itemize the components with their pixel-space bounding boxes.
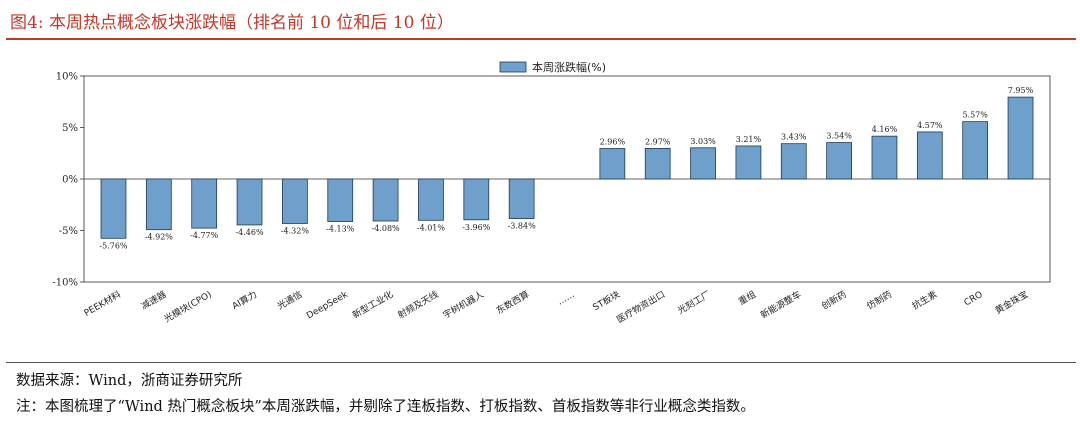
legend-swatch [499,61,527,73]
bar [871,135,898,180]
bar [916,131,943,180]
data-label: 3.54% [826,132,852,141]
bars [100,96,1034,239]
data-labels: -5.76% -4.92% -4.77% -4.46% -4.32% -4.13% -4.0… [99,86,1033,250]
bar [463,178,490,221]
category-label: 重组 [736,288,758,307]
y-tick-label: 0% [62,175,78,186]
category-label: 仿制药 [865,288,894,312]
category-label: 光模块(CPO) [162,288,214,325]
bar [599,148,626,180]
data-label: 4.16% [872,125,898,134]
category-label: 光通信 [275,288,304,312]
data-label: 2.97% [645,137,671,146]
category-label: …… [556,290,577,308]
data-label: 3.43% [781,133,807,142]
data-label: -3.84% [508,222,537,231]
data-label: -4.92% [145,233,174,242]
y-tick-label: -5% [59,226,78,237]
bar [145,178,172,231]
bar [418,178,444,221]
bar [236,178,263,226]
bar [780,143,807,180]
legend-label: 本周涨跌幅(%) [532,60,606,74]
y-tick-label: 10% [56,72,78,83]
title-rule [6,38,1076,40]
category-label: 黄金珠宝 [993,288,1030,316]
category-label: 抗生素 [910,288,939,312]
footer-rule [6,362,1076,363]
category-label: 光刻工厂 [675,288,712,316]
data-label: -4.13% [326,225,355,234]
y-tick-label: 5% [62,123,78,134]
note-text: 注：本图梳理了“Wind 热门概念板块”本周涨跌幅，并剔除了连板指数、打板指数、… [16,399,755,415]
data-label: -3.96% [462,223,491,232]
data-label: 5.57% [962,111,988,120]
bar [327,178,354,222]
data-label: -4.32% [281,226,310,235]
bar [826,142,852,180]
category-label: ST板块 [591,288,622,313]
category-label: 减速器 [139,288,168,312]
bar [735,145,762,180]
category-label: PEEK材料 [82,288,123,319]
bar [372,178,399,222]
data-label: -4.01% [417,223,446,232]
bar [282,178,308,224]
bar [962,121,989,180]
category-label: 新能源整车 [758,288,803,321]
bar [644,148,671,180]
category-label: 射频及天线 [395,288,440,321]
category-label: 宇树机器人 [441,288,486,321]
category-label: 医疗物资出口 [614,288,667,325]
bar [508,178,535,219]
legend: 本周涨跌幅(%) [499,60,606,74]
data-label: 4.57% [917,121,943,130]
data-label: 3.03% [690,137,716,146]
bar [690,147,716,180]
data-label: 7.95% [1008,86,1034,95]
y-axis: 10% 5% 0% -5% -10% [52,72,84,289]
data-label: -4.08% [372,224,401,233]
chart-title: 图4: 本周热点概念板块涨跌幅（排名前 10 位和后 10 位） [10,13,454,33]
category-label: AI算力 [230,288,259,312]
category-label: CRO [963,290,985,308]
source-text: 数据来源：Wind，浙商证券研究所 [16,373,243,389]
bar [191,178,218,229]
bar [1007,96,1034,180]
data-label: -4.77% [190,231,219,240]
data-label: 2.96% [600,138,626,147]
data-label: 3.21% [736,135,762,144]
category-label: 新型工业化 [350,288,395,321]
category-label: 创新药 [819,288,848,312]
data-label: -5.76% [99,241,128,250]
y-tick-label: -10% [52,278,78,289]
data-label: -4.46% [235,228,264,237]
bar [100,178,127,239]
category-label: 东数西算 [494,288,531,316]
category-label: DeepSeek [305,290,350,322]
bar-chart: 本周涨跌幅(%) 10% 5% 0% -5% -10% -5.76% -4.92% -4.7… [52,60,1051,326]
